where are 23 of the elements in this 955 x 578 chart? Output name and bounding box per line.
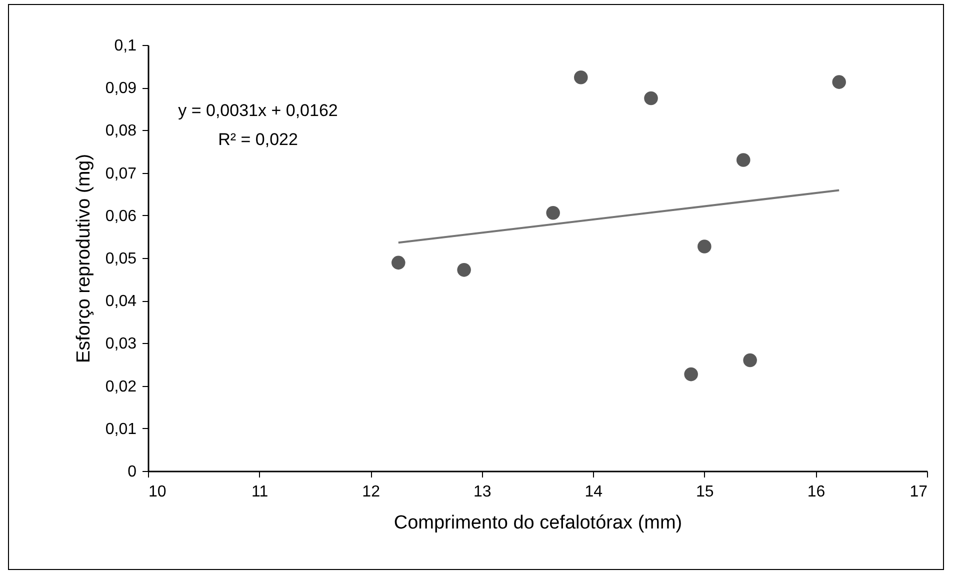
y-tick-label: 0: [128, 464, 137, 480]
y-tick-label: 0,05: [105, 250, 137, 268]
x-tick-label: 12: [362, 484, 380, 500]
annotation: y = 0,0031x + 0,0162: [178, 101, 338, 120]
y-tick-label: 0,01: [105, 420, 137, 438]
x-axis-title: Comprimento do cefalotórax (mm): [394, 512, 682, 534]
x-tick-label: 10: [148, 484, 166, 500]
y-tick-label: 0,1: [114, 38, 137, 54]
y-tick-label: 0,07: [105, 165, 137, 182]
x-tick-label: 11: [251, 484, 268, 500]
y-tick-label: 0,02: [105, 378, 137, 396]
x-tick-label: 16: [807, 484, 826, 500]
x-tick-label: 17: [910, 484, 928, 500]
x-tick-label: 13: [473, 484, 492, 500]
y-tick-label: 0,06: [105, 208, 137, 225]
y-tick-label: 0,09: [105, 80, 137, 98]
y-tick-label: 0,08: [105, 122, 137, 140]
x-tick-label: 15: [696, 484, 714, 500]
y-tick-label: 0,04: [105, 293, 137, 310]
annotation: R² = 0,022: [218, 130, 298, 149]
y-axis-title: Esforço reprodutivo (mg): [73, 154, 94, 364]
y-tick-label: 0,03: [105, 336, 137, 353]
x-tick-label: 14: [584, 484, 603, 500]
